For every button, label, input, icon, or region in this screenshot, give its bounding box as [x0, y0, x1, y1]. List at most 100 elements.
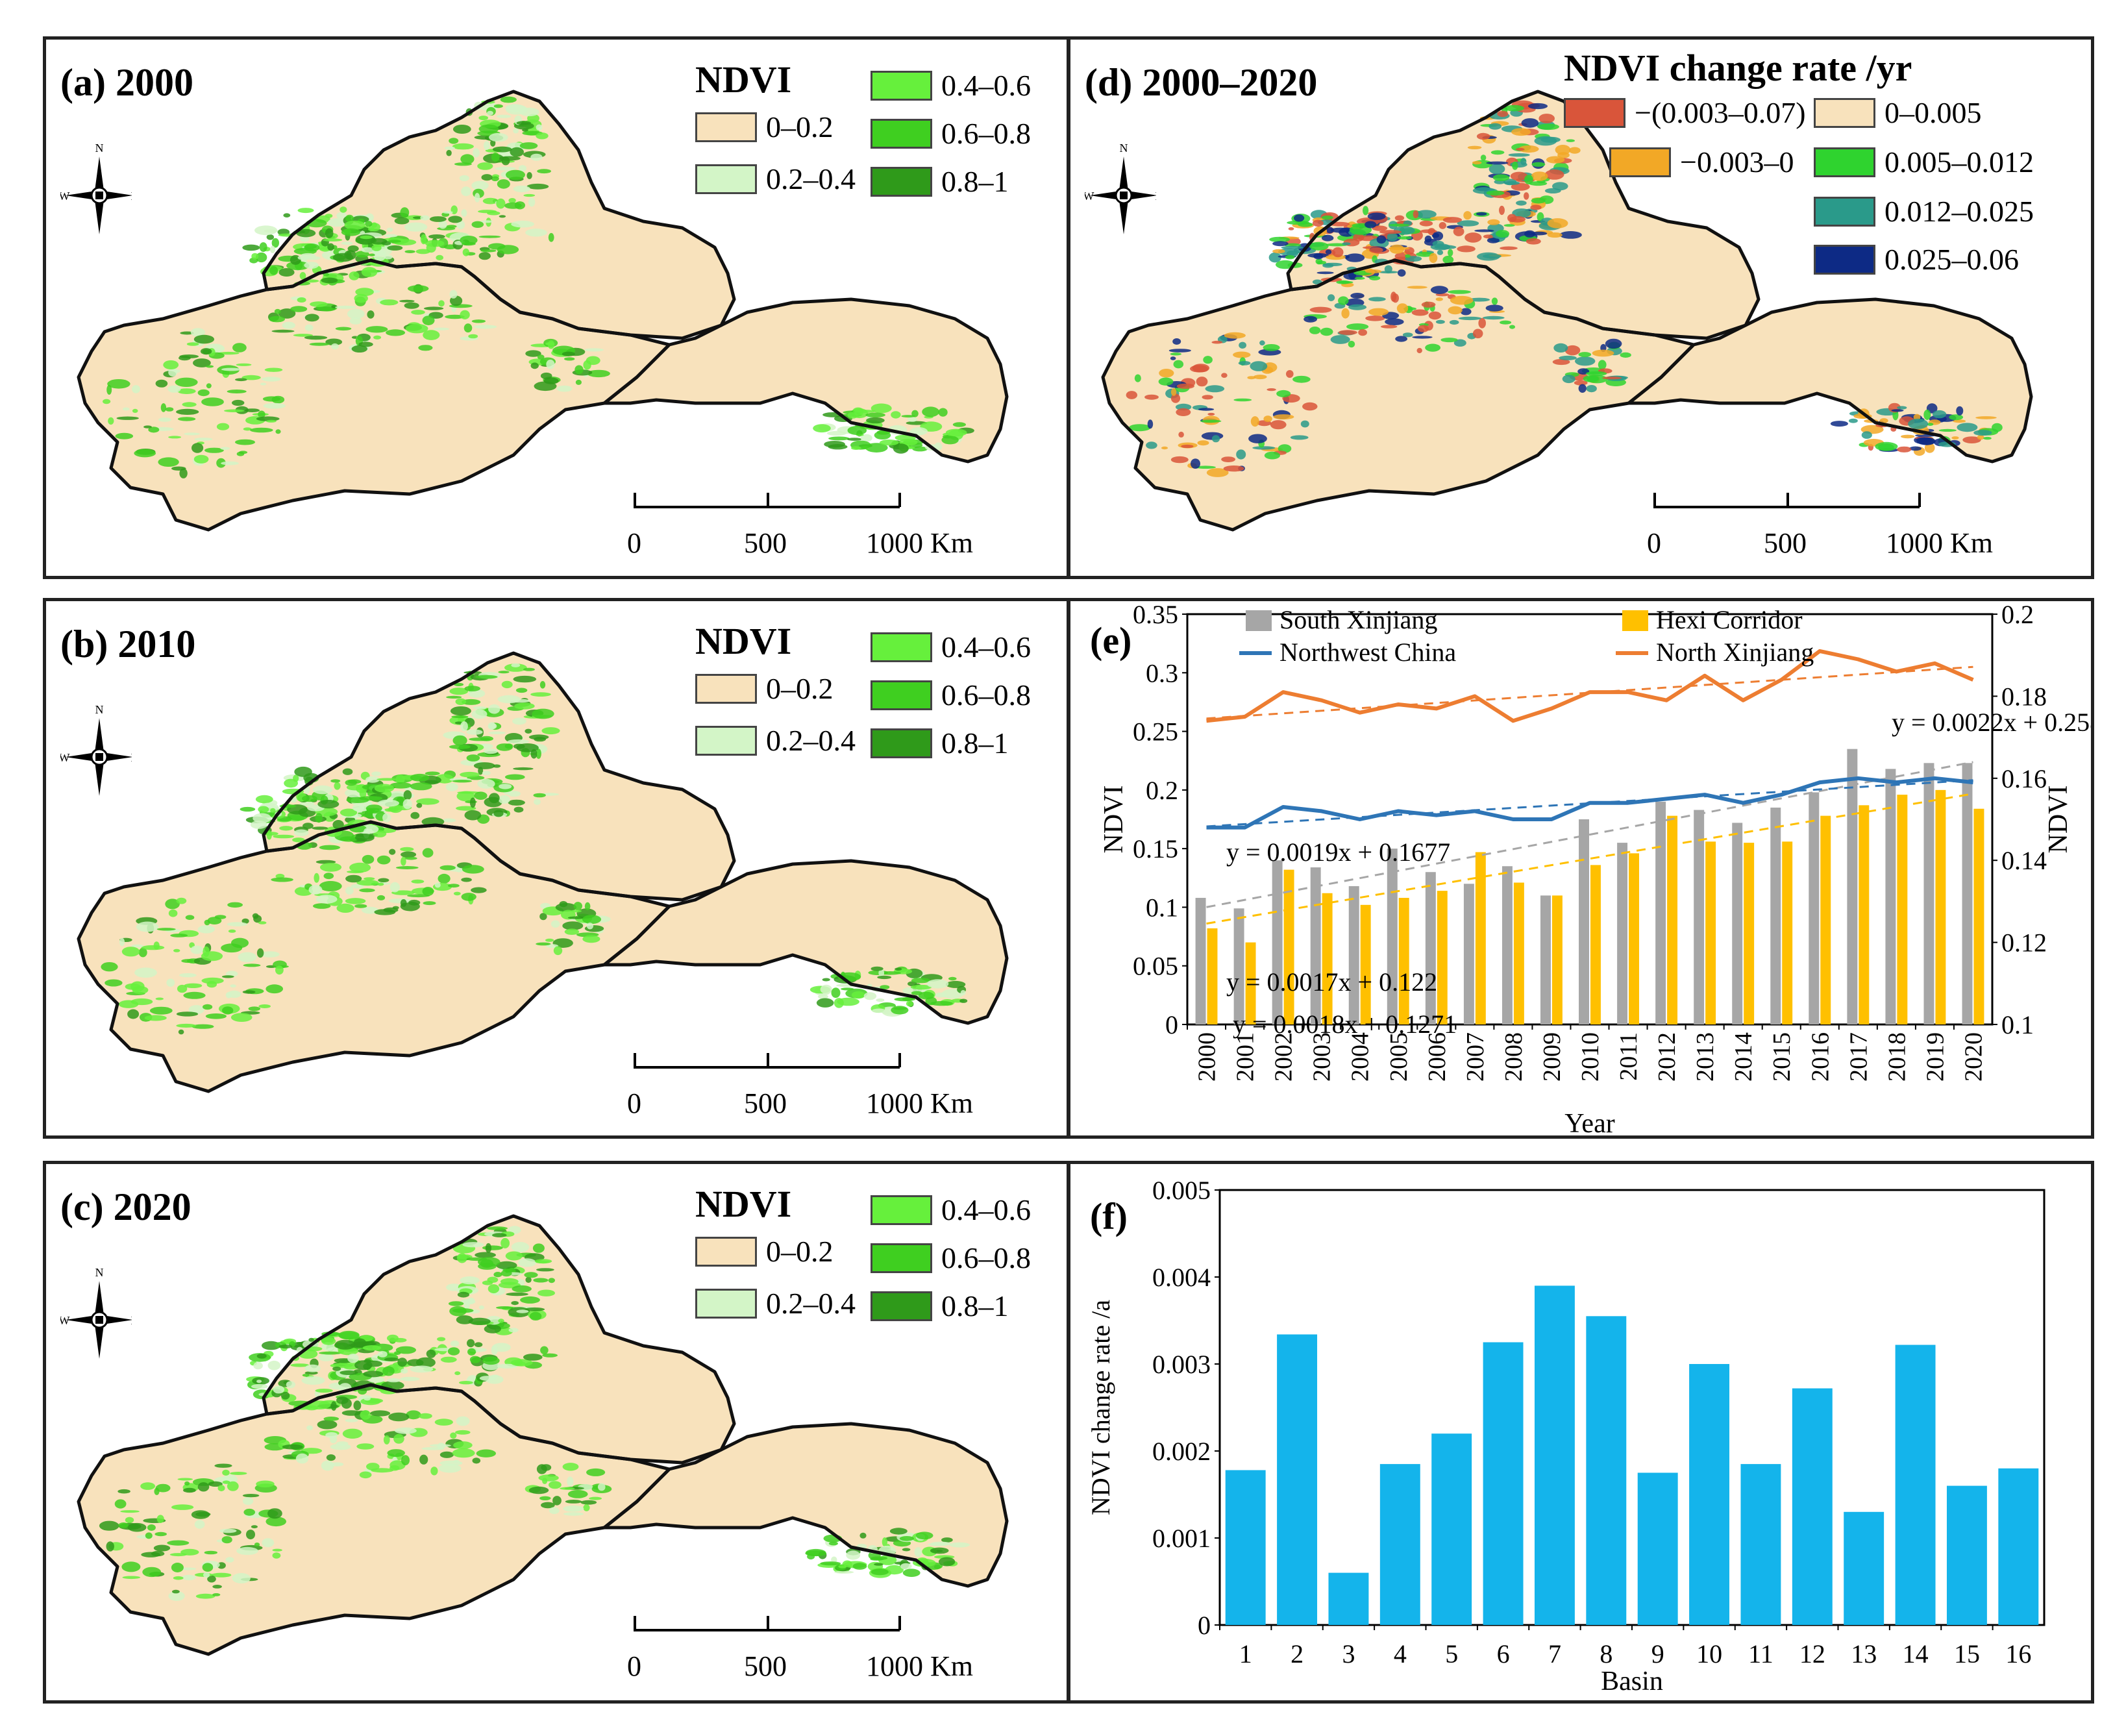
legend-item: 0.6–0.8 [871, 1241, 1031, 1275]
vegetation-patch [512, 1285, 532, 1293]
legend-item: 0.4–0.6 [871, 1193, 1031, 1227]
vegetation-patch [1429, 253, 1438, 263]
vegetation-patch [901, 415, 915, 418]
scale-label: 0 [627, 1650, 641, 1682]
bar-hexi-corridor [1437, 891, 1448, 1024]
vegetation-patch [140, 1482, 156, 1490]
bar-basin-4 [1379, 1464, 1420, 1625]
x-tick-label: 2001 [1232, 1032, 1259, 1082]
vegetation-patch [278, 308, 296, 319]
vegetation-patch [1294, 214, 1305, 222]
vegetation-patch [1983, 436, 1992, 440]
compass-core [95, 753, 103, 761]
vegetation-patch [388, 1412, 410, 1422]
vegetation-patch [871, 966, 884, 971]
vegetation-patch [321, 1337, 336, 1345]
vegetation-patch [1358, 329, 1367, 336]
compass-needle-n [95, 1281, 104, 1320]
vegetation-patch [480, 736, 493, 741]
vegetation-patch [1503, 224, 1515, 227]
vegetation-patch [1223, 465, 1244, 472]
trend-line [1206, 761, 1973, 908]
vegetation-patch [482, 1280, 493, 1285]
vegetation-patch [1161, 446, 1168, 450]
trend-equation: y = 0.0019x + 0.1677 [1226, 837, 1450, 867]
vegetation-patch [583, 360, 591, 370]
bar-hexi-corridor [1590, 865, 1601, 1024]
legend-label: −0.003–0 [1680, 145, 1794, 179]
x-tick-label: 12 [1799, 1639, 1825, 1668]
vegetation-patch [212, 1585, 222, 1589]
vegetation-patch [1178, 431, 1184, 438]
vegetation-patch [358, 341, 373, 347]
vegetation-patch [307, 1400, 331, 1409]
vegetation-patch [437, 1337, 446, 1341]
vegetation-patch [373, 251, 386, 262]
legend-label: South Xinjiang [1279, 605, 1437, 634]
trend-line [1206, 665, 1973, 720]
vegetation-patch [506, 1292, 528, 1296]
vegetation-patch [356, 1443, 375, 1450]
vegetation-patch [539, 1496, 551, 1500]
vegetation-patch [319, 845, 341, 850]
vegetation-patch [473, 706, 487, 710]
vegetation-patch [262, 1538, 275, 1548]
vegetation-patch [251, 1525, 258, 1529]
vegetation-patch [930, 1541, 951, 1546]
vegetation-patch [245, 408, 260, 412]
scale-tick [1653, 493, 1656, 507]
bar-basin-10 [1689, 1364, 1730, 1625]
trend-equation: y = 0.0022x + 0.2589 [1892, 708, 2091, 737]
vegetation-patch [1170, 356, 1176, 360]
y-axis-label-left: NDVI [1099, 786, 1129, 854]
vegetation-patch [271, 238, 279, 248]
vegetation-patch [254, 1543, 260, 1547]
vegetation-patch [304, 1364, 321, 1372]
vegetation-patch [1158, 377, 1174, 386]
vegetation-patch [468, 334, 478, 339]
vegetation-patch [256, 1380, 262, 1383]
vegetation-patch [1537, 123, 1559, 130]
hexi-corridor-region-border [602, 859, 1009, 1025]
vegetation-patch [1491, 297, 1498, 305]
scale-label: 500 [1764, 527, 1807, 559]
x-tick-label: 2011 [1615, 1032, 1642, 1081]
vegetation-patch [438, 1463, 462, 1473]
vegetation-patch [1190, 365, 1209, 373]
vegetation-patch [463, 323, 473, 333]
vegetation-patch [349, 317, 362, 325]
scale-label: 1000 Km [866, 1087, 973, 1119]
scale-label: 1000 Km [1886, 527, 1993, 559]
vegetation-patch [511, 663, 521, 667]
vegetation-patch [1412, 336, 1433, 339]
vegetation-patch [153, 1544, 171, 1552]
legend-swatch [1814, 196, 1875, 227]
vegetation-patch [586, 1468, 606, 1476]
vegetation-patch [193, 358, 211, 367]
vegetation-patch [255, 795, 273, 804]
vegetation-patch [263, 403, 286, 409]
vegetation-patch [1363, 206, 1369, 216]
vegetation-patch [1460, 308, 1472, 316]
vegetation-patch [499, 784, 512, 789]
legend-label: 0–0.005 [1884, 96, 1982, 129]
vegetation-patch [349, 271, 360, 280]
vegetation-patch [1200, 419, 1222, 423]
x-tick-label: 1 [1239, 1639, 1252, 1668]
vegetation-patch [488, 731, 506, 734]
map-canvas [77, 1214, 1009, 1656]
vegetation-patch [251, 1383, 268, 1389]
bar-hexi-corridor [1513, 882, 1524, 1024]
vegetation-patch [1326, 227, 1334, 234]
vegetation-patch [460, 154, 475, 164]
vegetation-patch [453, 1441, 473, 1450]
vegetation-patch [439, 865, 456, 871]
vegetation-patch [889, 1528, 908, 1535]
panel-title: (a) 2000 [60, 61, 193, 104]
vegetation-patch [230, 984, 236, 988]
vegetation-patch [582, 915, 601, 924]
vegetation-patch [345, 779, 358, 786]
vegetation-patch [269, 245, 276, 253]
vegetation-patch [878, 971, 902, 975]
vegetation-patch [1574, 380, 1588, 386]
